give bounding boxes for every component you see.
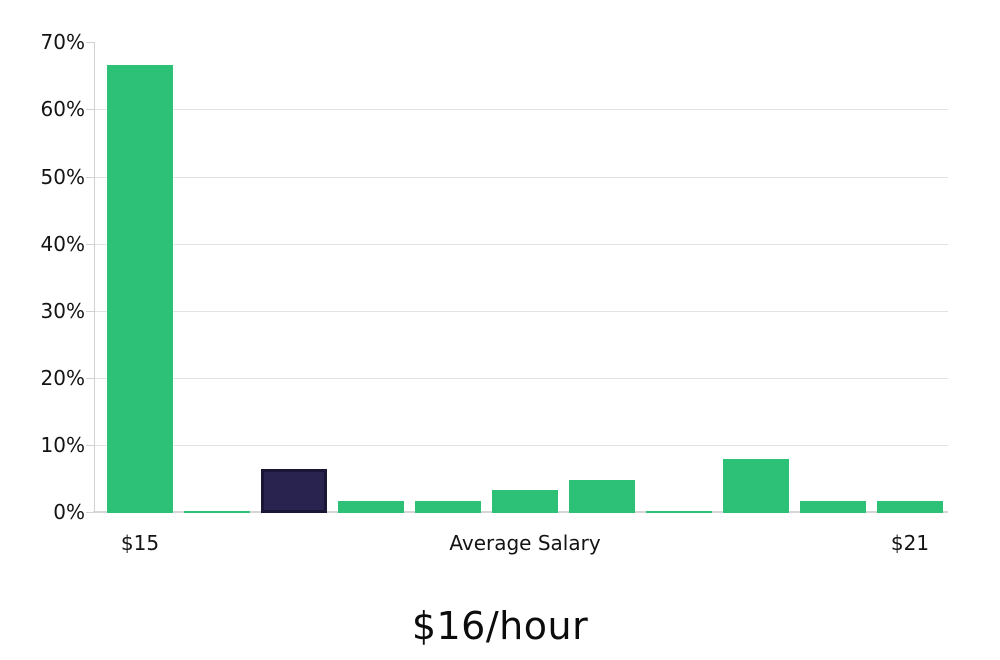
y-tick-60pct: [86, 109, 94, 110]
salary-bar[interactable]: [492, 490, 558, 513]
y-tick-70pct: [86, 42, 94, 43]
y-tick-label-50pct: 50%: [40, 165, 85, 189]
salary-bar[interactable]: [415, 501, 481, 513]
salary-bar[interactable]: [184, 511, 250, 513]
y-tick-40pct: [86, 244, 94, 245]
y-axis-line: [94, 42, 95, 513]
gridline-10pct: [94, 445, 948, 446]
y-tick-0pct: [86, 512, 94, 513]
x-tick-label-max-salary: $21: [890, 531, 930, 555]
gridline-20pct: [94, 378, 948, 379]
gridline-60pct: [94, 109, 948, 110]
y-tick-label-0pct: 0%: [53, 500, 85, 524]
y-tick-label-60pct: 60%: [40, 97, 85, 121]
y-tick-30pct: [86, 311, 94, 312]
y-tick-50pct: [86, 177, 94, 178]
y-tick-label-10pct: 10%: [40, 433, 85, 457]
salary-bar[interactable]: [338, 501, 404, 513]
salary-bar[interactable]: [569, 480, 635, 513]
x-axis-title: Average Salary: [449, 531, 601, 555]
y-tick-label-70pct: 70%: [40, 30, 85, 54]
salary-bar[interactable]: [646, 511, 712, 513]
highlighted-salary-bar[interactable]: [261, 469, 327, 513]
x-tick-label-min-salary: $15: [120, 531, 160, 555]
y-tick-label-20pct: 20%: [40, 366, 85, 390]
chart-title-average-wage: $16/hour: [411, 604, 589, 648]
salary-bar[interactable]: [800, 501, 866, 513]
salary-bar[interactable]: [723, 459, 789, 513]
gridline-30pct: [94, 311, 948, 312]
y-tick-10pct: [86, 445, 94, 446]
y-tick-label-30pct: 30%: [40, 299, 85, 323]
y-tick-label-40pct: 40%: [40, 232, 85, 256]
gridline-40pct: [94, 244, 948, 245]
salary-bar[interactable]: [107, 65, 173, 513]
gridline-50pct: [94, 177, 948, 178]
y-tick-20pct: [86, 378, 94, 379]
salary-bar[interactable]: [877, 501, 943, 513]
